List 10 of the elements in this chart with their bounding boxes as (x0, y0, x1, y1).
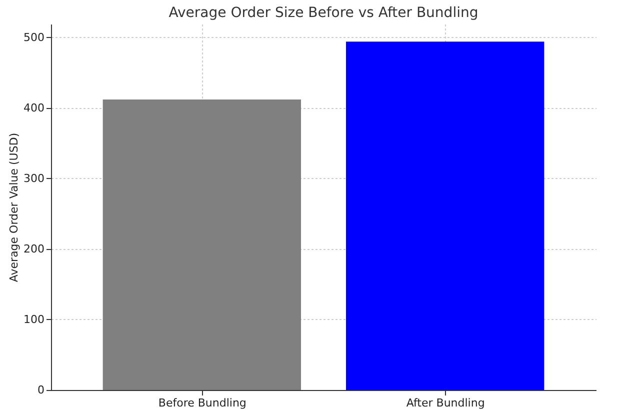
y-tick-label: 300 (24, 172, 44, 185)
x-tick-label: Before Bundling (158, 396, 246, 410)
y-tick-label: 100 (24, 312, 44, 326)
y-tick-label: 500 (24, 30, 44, 44)
y-tick-label: 400 (24, 101, 44, 114)
chart-title: Average Order Size Before vs After Bundling (168, 5, 478, 21)
y-axis-title: Average Order Value (USD) (8, 132, 21, 282)
y-tick-label: 200 (24, 242, 44, 256)
x-tick-label: After Bundling (406, 396, 485, 410)
y-tick-label: 0 (38, 384, 44, 396)
